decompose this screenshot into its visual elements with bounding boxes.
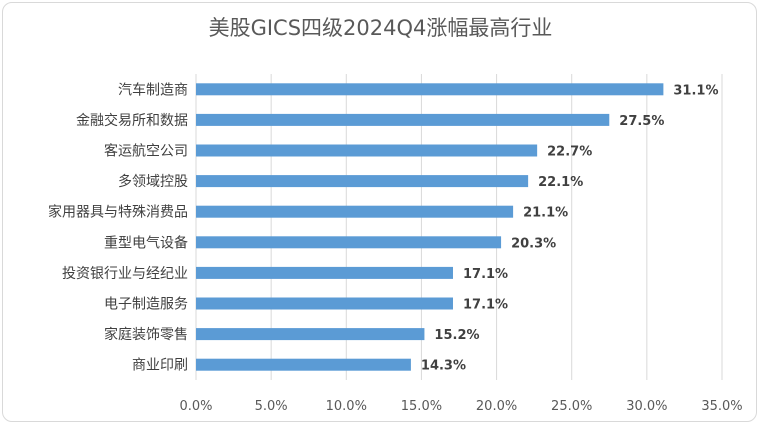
bar: [196, 297, 453, 310]
bar: [196, 144, 538, 157]
category-labels: 汽车制造商金融交易所和数据客运航空公司多领域控股家用器具与特殊消费品重型电气设备…: [48, 81, 188, 373]
data-label: 17.1%: [463, 267, 508, 282]
data-label: 20.3%: [511, 236, 556, 251]
data-label: 31.1%: [673, 83, 718, 98]
category-label: 家用器具与特殊消费品: [48, 204, 188, 221]
bar: [196, 236, 502, 249]
bar: [196, 113, 610, 126]
category-label: 客运航空公司: [104, 143, 188, 160]
category-label: 家庭装饰零售: [104, 326, 188, 343]
bar: [196, 358, 411, 371]
x-tick-label: 0.0%: [179, 399, 212, 414]
data-label: 17.1%: [463, 298, 508, 313]
x-tick-label: 10.0%: [326, 399, 367, 414]
x-tick-label: 15.0%: [401, 399, 442, 414]
bar: [196, 83, 664, 96]
bar: [196, 205, 514, 218]
data-label: 15.2%: [434, 328, 479, 343]
data-label: 22.1%: [538, 175, 583, 190]
category-label: 金融交易所和数据: [76, 112, 188, 129]
bar: [196, 175, 529, 188]
value-labels: 31.1% 27.5% 22.7% 22.1% 21.1% 20.3% 17.1% 17.1%…: [421, 83, 719, 373]
x-tick-labels: 0.0% 5.0% 10.0% 15.0% 20.0% 25.0% 30.0% 35.0%: [179, 399, 742, 414]
data-label: 14.3%: [421, 359, 466, 374]
x-tick-label: 35.0%: [701, 399, 742, 414]
x-tick-label: 5.0%: [255, 399, 288, 414]
x-tick-label: 20.0%: [476, 399, 517, 414]
chart-title: 美股GICS四级2024Q4涨幅最高行业: [208, 16, 553, 40]
category-label: 重型电气设备: [104, 234, 188, 251]
data-label: 22.7%: [547, 145, 592, 160]
category-label: 商业印刷: [132, 358, 188, 374]
bars: [196, 83, 664, 371]
bar: [196, 266, 453, 279]
data-label: 27.5%: [619, 114, 664, 129]
category-label: 电子制造服务: [104, 297, 188, 313]
x-tick-label: 25.0%: [551, 399, 592, 414]
x-tick-label: 30.0%: [626, 399, 667, 414]
category-label: 多领域控股: [118, 173, 188, 190]
bar: [196, 328, 425, 341]
category-label: 汽车制造商: [118, 81, 188, 98]
data-label: 21.1%: [523, 206, 568, 221]
category-label: 投资银行业与经纪业: [62, 266, 188, 282]
